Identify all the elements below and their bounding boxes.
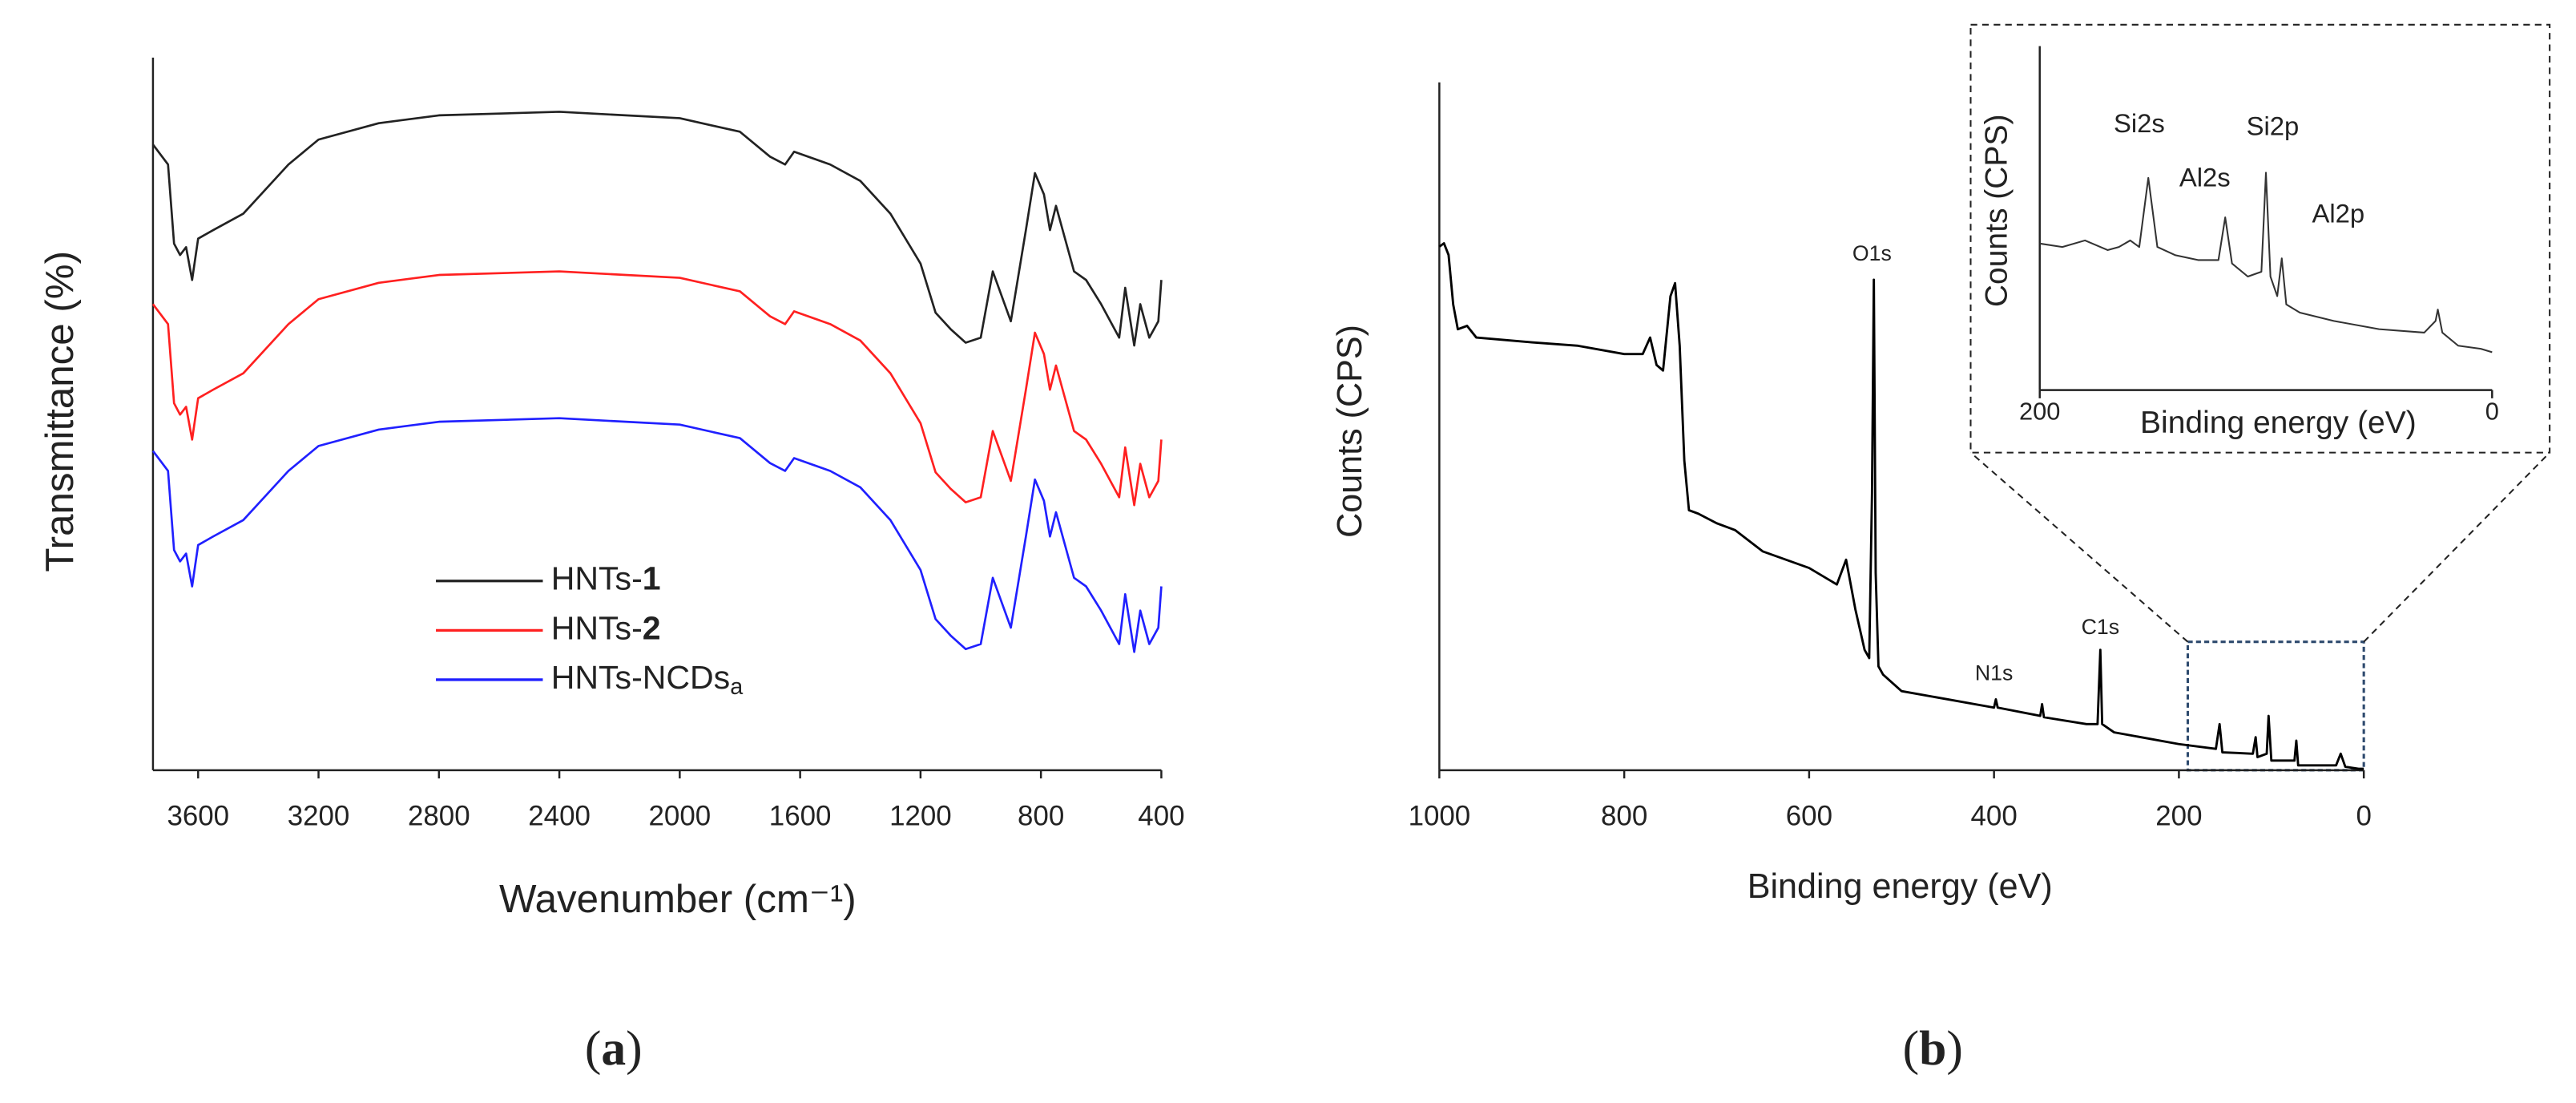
series-line xyxy=(151,111,1163,347)
series-line xyxy=(151,270,1163,507)
x-tick-label: 1600 xyxy=(769,801,832,832)
x-tick-label: 3200 xyxy=(288,801,350,832)
peak-label: N1s xyxy=(1975,661,2013,685)
x-axis-title: Binding energy (eV) xyxy=(1748,867,2053,906)
y-axis-title: Counts (CPS) xyxy=(1331,325,1369,538)
x-tick-label: 200 xyxy=(2155,801,2202,832)
x-tick-label: 2400 xyxy=(528,801,591,832)
legend-label: HNTs-1 xyxy=(551,560,661,597)
x-tick-label: 400 xyxy=(1138,801,1184,832)
x-axis-title: Wavenumber (cm⁻¹) xyxy=(499,877,857,921)
peak-label: C1s xyxy=(2082,615,2119,639)
x-tick-label: 0 xyxy=(2356,801,2371,832)
x-tick-label: 400 xyxy=(1971,801,2018,832)
panel-caption: (b) xyxy=(1903,1021,1963,1076)
x-axis-title: Binding energy (eV) xyxy=(2140,406,2417,440)
x-tick-label: 0 xyxy=(2485,397,2499,425)
x-tick-label: 200 xyxy=(2019,397,2060,425)
x-tick-label: 2000 xyxy=(649,801,712,832)
x-tick-label: 800 xyxy=(1018,801,1064,832)
zoom-connector xyxy=(2363,451,2550,643)
y-axis-title: Counts (CPS) xyxy=(1980,115,2014,308)
x-tick-label: 3600 xyxy=(167,801,229,832)
peak-label: O1s xyxy=(1852,241,1892,265)
x-tick-label: 1200 xyxy=(889,801,952,832)
legend-label: HNTs-2 xyxy=(551,609,661,646)
y-axis-title: Transmittance (%) xyxy=(38,251,82,572)
zoom-region xyxy=(2186,640,2365,772)
x-tick-label: 1000 xyxy=(1409,801,1471,832)
inset-frame xyxy=(1969,23,2551,454)
peak-label: Si2p xyxy=(2247,111,2300,141)
series-line xyxy=(2039,172,2493,354)
panel-caption: (a) xyxy=(585,1021,643,1076)
peak-label: Si2s xyxy=(2114,108,2165,138)
x-tick-label: 800 xyxy=(1601,801,1647,832)
zoom-connector xyxy=(1969,451,2189,643)
x-tick-label: 2800 xyxy=(408,801,470,832)
x-tick-label: 600 xyxy=(1786,801,1832,832)
series-line xyxy=(1438,242,2364,770)
legend-label: HNTs-NCDsa xyxy=(551,659,743,700)
series-line xyxy=(151,417,1163,653)
peak-label: Al2s xyxy=(2179,163,2231,192)
peak-label: Al2p xyxy=(2312,199,2364,228)
